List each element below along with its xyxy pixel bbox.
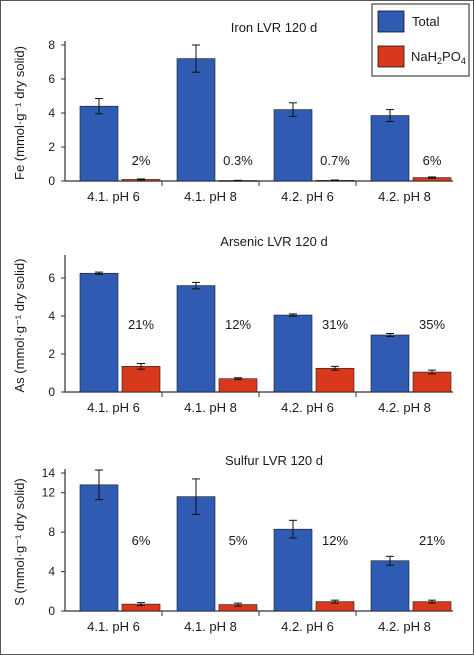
panel-1-ytick-label: 6 bbox=[48, 72, 55, 86]
panel-3-percent-label: 5% bbox=[229, 533, 248, 548]
panel-3-title: Sulfur LVR 120 d bbox=[225, 453, 323, 468]
panel-3-xtick-label: 4.1. pH 6 bbox=[87, 619, 140, 634]
panel-2-percent-label: 31% bbox=[322, 317, 348, 332]
legend-label-nah2po4-sub2: 4 bbox=[461, 56, 466, 66]
panel-3-ytick-label: 0 bbox=[48, 604, 55, 618]
panel-2-ytick-label: 4 bbox=[48, 309, 55, 323]
panel-1-bar-total bbox=[370, 115, 410, 182]
panel-3-ytick-label: 8 bbox=[48, 525, 55, 539]
panel-2-percent-label: 21% bbox=[128, 317, 154, 332]
panel-3-percent-label: 12% bbox=[322, 533, 348, 548]
panel-1-bar-total bbox=[176, 58, 216, 182]
panel-3-percent-label: 6% bbox=[132, 533, 151, 548]
panel-1-ylabel: Fe (mmol·g⁻¹ dry solid) bbox=[12, 46, 27, 180]
legend-label-nah2po4: NaH2PO4 bbox=[411, 49, 466, 66]
panel-3-ytick-label: 14 bbox=[42, 466, 56, 480]
panel-1-percent-label: 2% bbox=[132, 153, 151, 168]
panel-3: Sulfur LVR 120 d S (mmol·g⁻¹ dry solid) 0 4… bbox=[12, 453, 453, 634]
panel-2-bar-total bbox=[273, 314, 313, 393]
panel-1-percent-label: 0.3% bbox=[223, 153, 253, 168]
panel-2-percent-label: 12% bbox=[225, 317, 251, 332]
panel-1-ytick-label: 2 bbox=[48, 140, 55, 154]
panel-3-ytick-label: 12 bbox=[42, 486, 56, 500]
panel-3-bar-total bbox=[370, 560, 410, 612]
panels: Iron LVR 120 d Fe (mmol·g⁻¹ dry solid) 0 2 4… bbox=[12, 20, 453, 634]
panel-1-percent-label: 6% bbox=[423, 153, 442, 168]
legend-label-total: Total bbox=[412, 14, 440, 29]
panel-3-xtick-label: 4.2. pH 6 bbox=[281, 619, 334, 634]
panel-3-xtick-label: 4.1. pH 8 bbox=[184, 619, 237, 634]
panel-2-xtick-label: 4.1. pH 6 bbox=[87, 400, 140, 415]
legend-label-nah2po4-sub1: 2 bbox=[437, 56, 442, 66]
panel-1-xtick-label: 4.2. pH 8 bbox=[378, 189, 431, 204]
panel-3-bar-total bbox=[273, 528, 313, 612]
panel-1-percent-label: 0.7% bbox=[320, 153, 350, 168]
panel-2-bar-nah2po4 bbox=[412, 371, 452, 393]
panel-3-ytick-label: 4 bbox=[48, 565, 55, 579]
panel-3-xtick-label: 4.2. pH 8 bbox=[378, 619, 431, 634]
panel-1-xtick-label: 4.1. pH 6 bbox=[87, 189, 140, 204]
legend-swatch-nah2po4 bbox=[377, 45, 405, 68]
panel-1-ytick-label: 4 bbox=[48, 106, 55, 120]
panel-2-bar-nah2po4 bbox=[218, 378, 258, 393]
panel-2-bar-total bbox=[79, 272, 119, 393]
panel-2-xtick-label: 4.2. pH 6 bbox=[281, 400, 334, 415]
panel-3-percent-label: 21% bbox=[419, 533, 445, 548]
legend: Total NaH2PO4 bbox=[371, 3, 470, 77]
legend-label-nah2po4-base: NaH bbox=[411, 49, 437, 64]
panel-2: Arsenic LVR 120 d As (mmol·g⁻¹ dry solid)… bbox=[12, 234, 453, 415]
panel-3-bar-total bbox=[79, 484, 119, 612]
panel-1-title: Iron LVR 120 d bbox=[231, 20, 317, 35]
panel-2-bar-total bbox=[176, 285, 216, 393]
panel-3-ylabel: S (mmol·g⁻¹ dry solid) bbox=[12, 478, 27, 606]
legend-label-nah2po4-mid: PO bbox=[442, 49, 461, 64]
panel-1-xtick-label: 4.1. pH 8 bbox=[184, 189, 237, 204]
panel-2-ytick-label: 0 bbox=[48, 385, 55, 399]
panel-2-title: Arsenic LVR 120 d bbox=[220, 234, 327, 249]
panel-1-bar-total bbox=[79, 105, 119, 182]
panel-3-bar-total bbox=[176, 496, 216, 612]
panel-2-ytick-label: 2 bbox=[48, 347, 55, 361]
panel-2-bar-nah2po4 bbox=[121, 366, 161, 393]
panel-2-percent-label: 35% bbox=[419, 317, 445, 332]
panel-1: Iron LVR 120 d Fe (mmol·g⁻¹ dry solid) 0 2 4… bbox=[12, 20, 453, 204]
panel-2-bar-total bbox=[370, 334, 410, 393]
panel-1-bar-total bbox=[273, 109, 313, 182]
panel-1-xtick-label: 4.2. pH 6 bbox=[281, 189, 334, 204]
panel-2-ylabel: As (mmol·g⁻¹ dry solid) bbox=[12, 259, 27, 393]
panel-2-bar-nah2po4 bbox=[315, 367, 355, 393]
panel-2-ytick-label: 6 bbox=[48, 271, 55, 285]
panel-2-xtick-label: 4.1. pH 8 bbox=[184, 400, 237, 415]
panel-1-ytick-label: 0 bbox=[48, 174, 55, 188]
panel-1-ytick-label: 8 bbox=[48, 38, 55, 52]
legend-swatch-total bbox=[377, 10, 405, 33]
panel-2-xtick-label: 4.2. pH 8 bbox=[378, 400, 431, 415]
